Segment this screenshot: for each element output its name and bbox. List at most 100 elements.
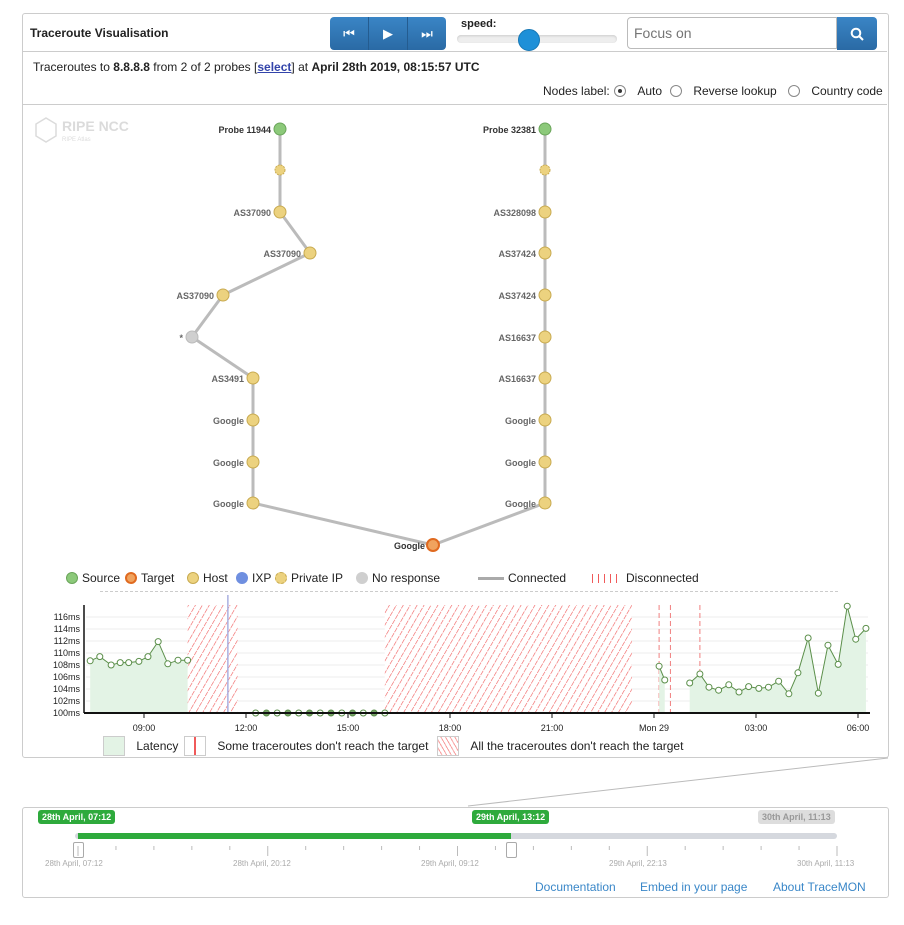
latency-point [107, 661, 115, 669]
latency-point [794, 669, 802, 677]
legend-label: All the traceroutes don't reach the targ… [470, 739, 684, 753]
node-label: Google [505, 499, 536, 509]
latency-point [86, 657, 94, 665]
timeline-tick-label: 28th April, 20:12 [233, 859, 291, 868]
documentation-link[interactable]: Documentation [535, 880, 616, 894]
legend-label: No response [372, 571, 441, 585]
legend-target: Target [125, 571, 174, 585]
nodes-label-text: Nodes label: [543, 84, 610, 98]
node-label: Google [213, 499, 244, 509]
timeline-ticks [77, 846, 838, 856]
legend-label: IXP [252, 571, 272, 585]
play-button[interactable]: ▶ [369, 17, 408, 50]
divider [23, 51, 887, 52]
legend-label: Target [141, 571, 175, 585]
latency-point [824, 641, 832, 649]
y-tick-label: 100ms [53, 708, 81, 718]
select-probes-link[interactable]: select [257, 60, 292, 74]
latency-point [745, 683, 753, 691]
x-tick-label: 03:00 [745, 723, 768, 733]
node-host [216, 288, 230, 302]
latency-point [184, 656, 192, 664]
logo-subtext: RIPE Atlas [62, 137, 91, 143]
search-button[interactable] [837, 17, 877, 50]
latency-area [689, 606, 866, 713]
node-label: Google [394, 541, 425, 551]
node-label: Google [213, 416, 244, 426]
radio-label: Auto [637, 84, 663, 98]
radio-reverse-lookup[interactable]: Reverse lookup [670, 84, 777, 98]
node-label: Google [505, 458, 536, 468]
node-label: AS37090 [176, 291, 214, 301]
embed-link[interactable]: Embed in your page [640, 880, 748, 894]
node-host [538, 330, 552, 344]
latency-point [775, 677, 783, 685]
node-no_response [185, 330, 199, 344]
start-badge: 28th April, 07:12 [38, 810, 116, 824]
about-link[interactable]: About TraceMON [773, 880, 866, 894]
legend-source: Source [66, 571, 120, 585]
legend-label: Latency [136, 739, 179, 753]
skip-back-button[interactable]: ⏮ [330, 17, 369, 50]
legend-label: Host [203, 571, 228, 585]
max-badge: 30th April, 11:13 [758, 810, 835, 824]
info-text: at [294, 60, 312, 74]
x-tick-label: 15:00 [337, 723, 360, 733]
chart-legend-latency: Latency [103, 736, 178, 756]
timeline-tick-label: 28th April, 07:12 [45, 859, 103, 868]
node-label: AS3491 [211, 374, 244, 384]
latency-point [125, 659, 133, 667]
node-label: AS328098 [493, 208, 536, 218]
private-ip-dot-icon [275, 572, 287, 584]
latency-point [705, 683, 713, 691]
radio-label: Reverse lookup [693, 84, 777, 98]
node-host [303, 246, 317, 260]
timeline-tick-label: 29th April, 09:12 [421, 859, 479, 868]
node-label: AS16637 [498, 333, 536, 343]
legend-label: Connected [508, 571, 567, 585]
x-tick-label: 06:00 [847, 723, 870, 733]
skip-forward-button[interactable]: ⏭ [408, 17, 446, 50]
connection-edge [222, 251, 311, 297]
y-tick-label: 102ms [53, 696, 81, 706]
radio-icon[interactable] [670, 85, 682, 97]
radio-icon[interactable] [614, 85, 626, 97]
latency-point [116, 659, 124, 667]
legend-label: Private IP [291, 571, 344, 585]
target-dot-icon [125, 572, 137, 584]
latency-swatch-icon [103, 736, 125, 756]
latency-point [96, 653, 104, 661]
host-dot-icon [187, 572, 199, 584]
connection-edge [190, 294, 225, 338]
latency-point [862, 624, 870, 632]
radio-auto[interactable]: Auto [614, 84, 662, 98]
latency-area [90, 641, 188, 713]
node-label: * [179, 333, 183, 343]
node-source [273, 122, 287, 136]
node-host [538, 371, 552, 385]
node-host [538, 246, 552, 260]
timeline-end-handle[interactable] [505, 842, 517, 858]
legend-label: Some traceroutes don't reach the target [217, 739, 429, 753]
radio-country-code[interactable]: Country code [788, 84, 883, 98]
node-label: Google [505, 416, 536, 426]
info-datetime: April 28th 2019, 08:15:57 UTC [311, 60, 480, 74]
info-text: from 2 of 2 probes [149, 60, 255, 74]
info-text: Traceroutes to [33, 60, 114, 74]
search-icon [850, 27, 864, 41]
timeline-tick-label: 29th April, 22:13 [609, 859, 667, 868]
focus-search-input[interactable] [627, 17, 837, 49]
legend-no-response: No response [356, 571, 440, 585]
play-icon: ▶ [383, 25, 393, 41]
speed-slider-handle[interactable] [518, 29, 540, 51]
latency-chart: 100ms 102ms 104ms 106ms 108ms 110ms 112ms 114ms… [53, 595, 870, 733]
traceroute-graph: RIPE NCC RIPE Atlas Probe 11944 AS37090 AS… [35, 117, 552, 552]
some-fail-swatch-icon [184, 736, 206, 756]
node-host [273, 205, 287, 219]
node-host [246, 371, 260, 385]
timeline-selected-range[interactable] [78, 833, 511, 839]
connection-edge [252, 501, 434, 547]
ripe-ncc-logo: RIPE NCC RIPE Atlas [35, 117, 129, 143]
radio-icon[interactable] [788, 85, 800, 97]
